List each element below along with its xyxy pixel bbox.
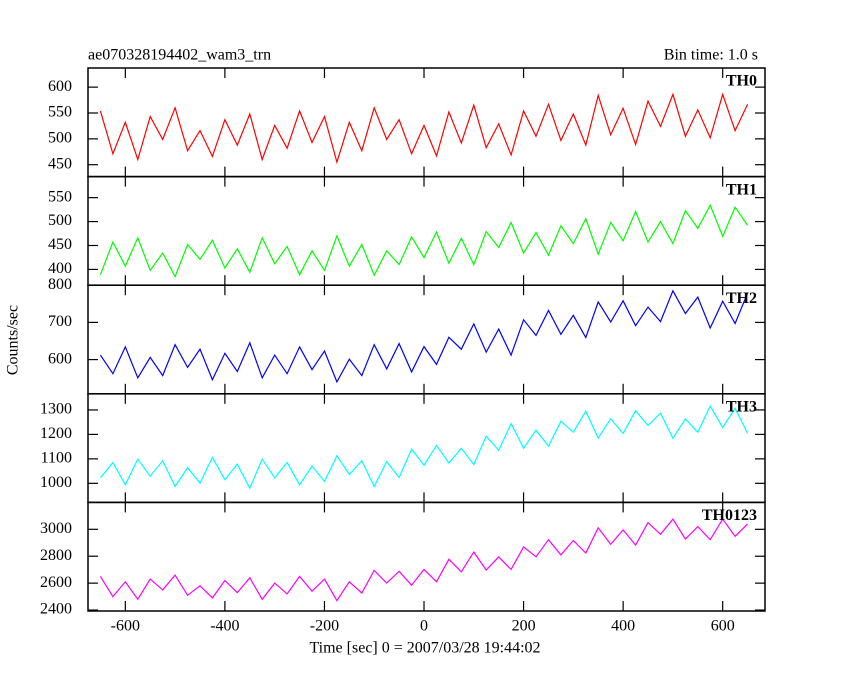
panel-frame bbox=[87, 393, 766, 504]
y-tick-label: 2600 bbox=[40, 574, 72, 591]
series-line bbox=[99, 404, 749, 490]
y-tick-label: 550 bbox=[48, 104, 72, 121]
y-tick-label: 450 bbox=[48, 155, 72, 172]
series-line bbox=[99, 518, 749, 602]
y-tick-label: 600 bbox=[48, 350, 72, 367]
x-axis-label: Time [sec] 0 = 2007/03/28 19:44:02 bbox=[309, 640, 540, 657]
series-label: TH0 bbox=[726, 73, 757, 90]
series-label: TH0123 bbox=[702, 507, 757, 524]
x-tick-label: -400 bbox=[210, 618, 239, 635]
panel-frame bbox=[87, 175, 766, 286]
y-tick-label: 3000 bbox=[40, 520, 72, 537]
y-tick-label: 500 bbox=[48, 212, 72, 229]
y-tick-label: 700 bbox=[48, 313, 72, 330]
y-tick-label: 1000 bbox=[40, 474, 72, 491]
x-tick-label: -600 bbox=[111, 618, 140, 635]
y-axis-label: Counts/sec bbox=[5, 305, 22, 375]
y-tick-label: 1200 bbox=[40, 425, 72, 442]
series-label: TH3 bbox=[726, 398, 757, 415]
bin-time: Bin time: 1.0 s bbox=[664, 47, 758, 64]
series-label: TH1 bbox=[726, 181, 757, 198]
chart-title: ae070328194402_wam3_trn bbox=[88, 47, 271, 64]
panel-frame bbox=[87, 67, 766, 178]
series-label: TH2 bbox=[726, 290, 757, 307]
y-tick-label: 2400 bbox=[40, 601, 72, 618]
x-tick-label: 400 bbox=[611, 618, 635, 635]
panel-frame bbox=[87, 501, 766, 612]
y-tick-label: 1300 bbox=[40, 401, 72, 418]
y-tick-label: 2800 bbox=[40, 547, 72, 564]
y-tick-label: 550 bbox=[48, 188, 72, 205]
y-tick-label: 1100 bbox=[41, 450, 72, 467]
x-tick-label: 0 bbox=[420, 618, 428, 635]
x-tick-label: 200 bbox=[512, 618, 536, 635]
y-tick-label: 600 bbox=[48, 78, 72, 95]
panel-frame bbox=[87, 284, 766, 395]
series-line bbox=[99, 203, 749, 279]
x-tick-label: -200 bbox=[310, 618, 339, 635]
series-line bbox=[99, 289, 749, 384]
y-tick-label: 800 bbox=[48, 276, 72, 293]
y-tick-label: 500 bbox=[48, 130, 72, 147]
x-tick-label: 600 bbox=[711, 618, 735, 635]
y-tick-label: 450 bbox=[48, 236, 72, 253]
y-tick-label: 400 bbox=[48, 260, 72, 277]
series-line bbox=[99, 92, 749, 165]
